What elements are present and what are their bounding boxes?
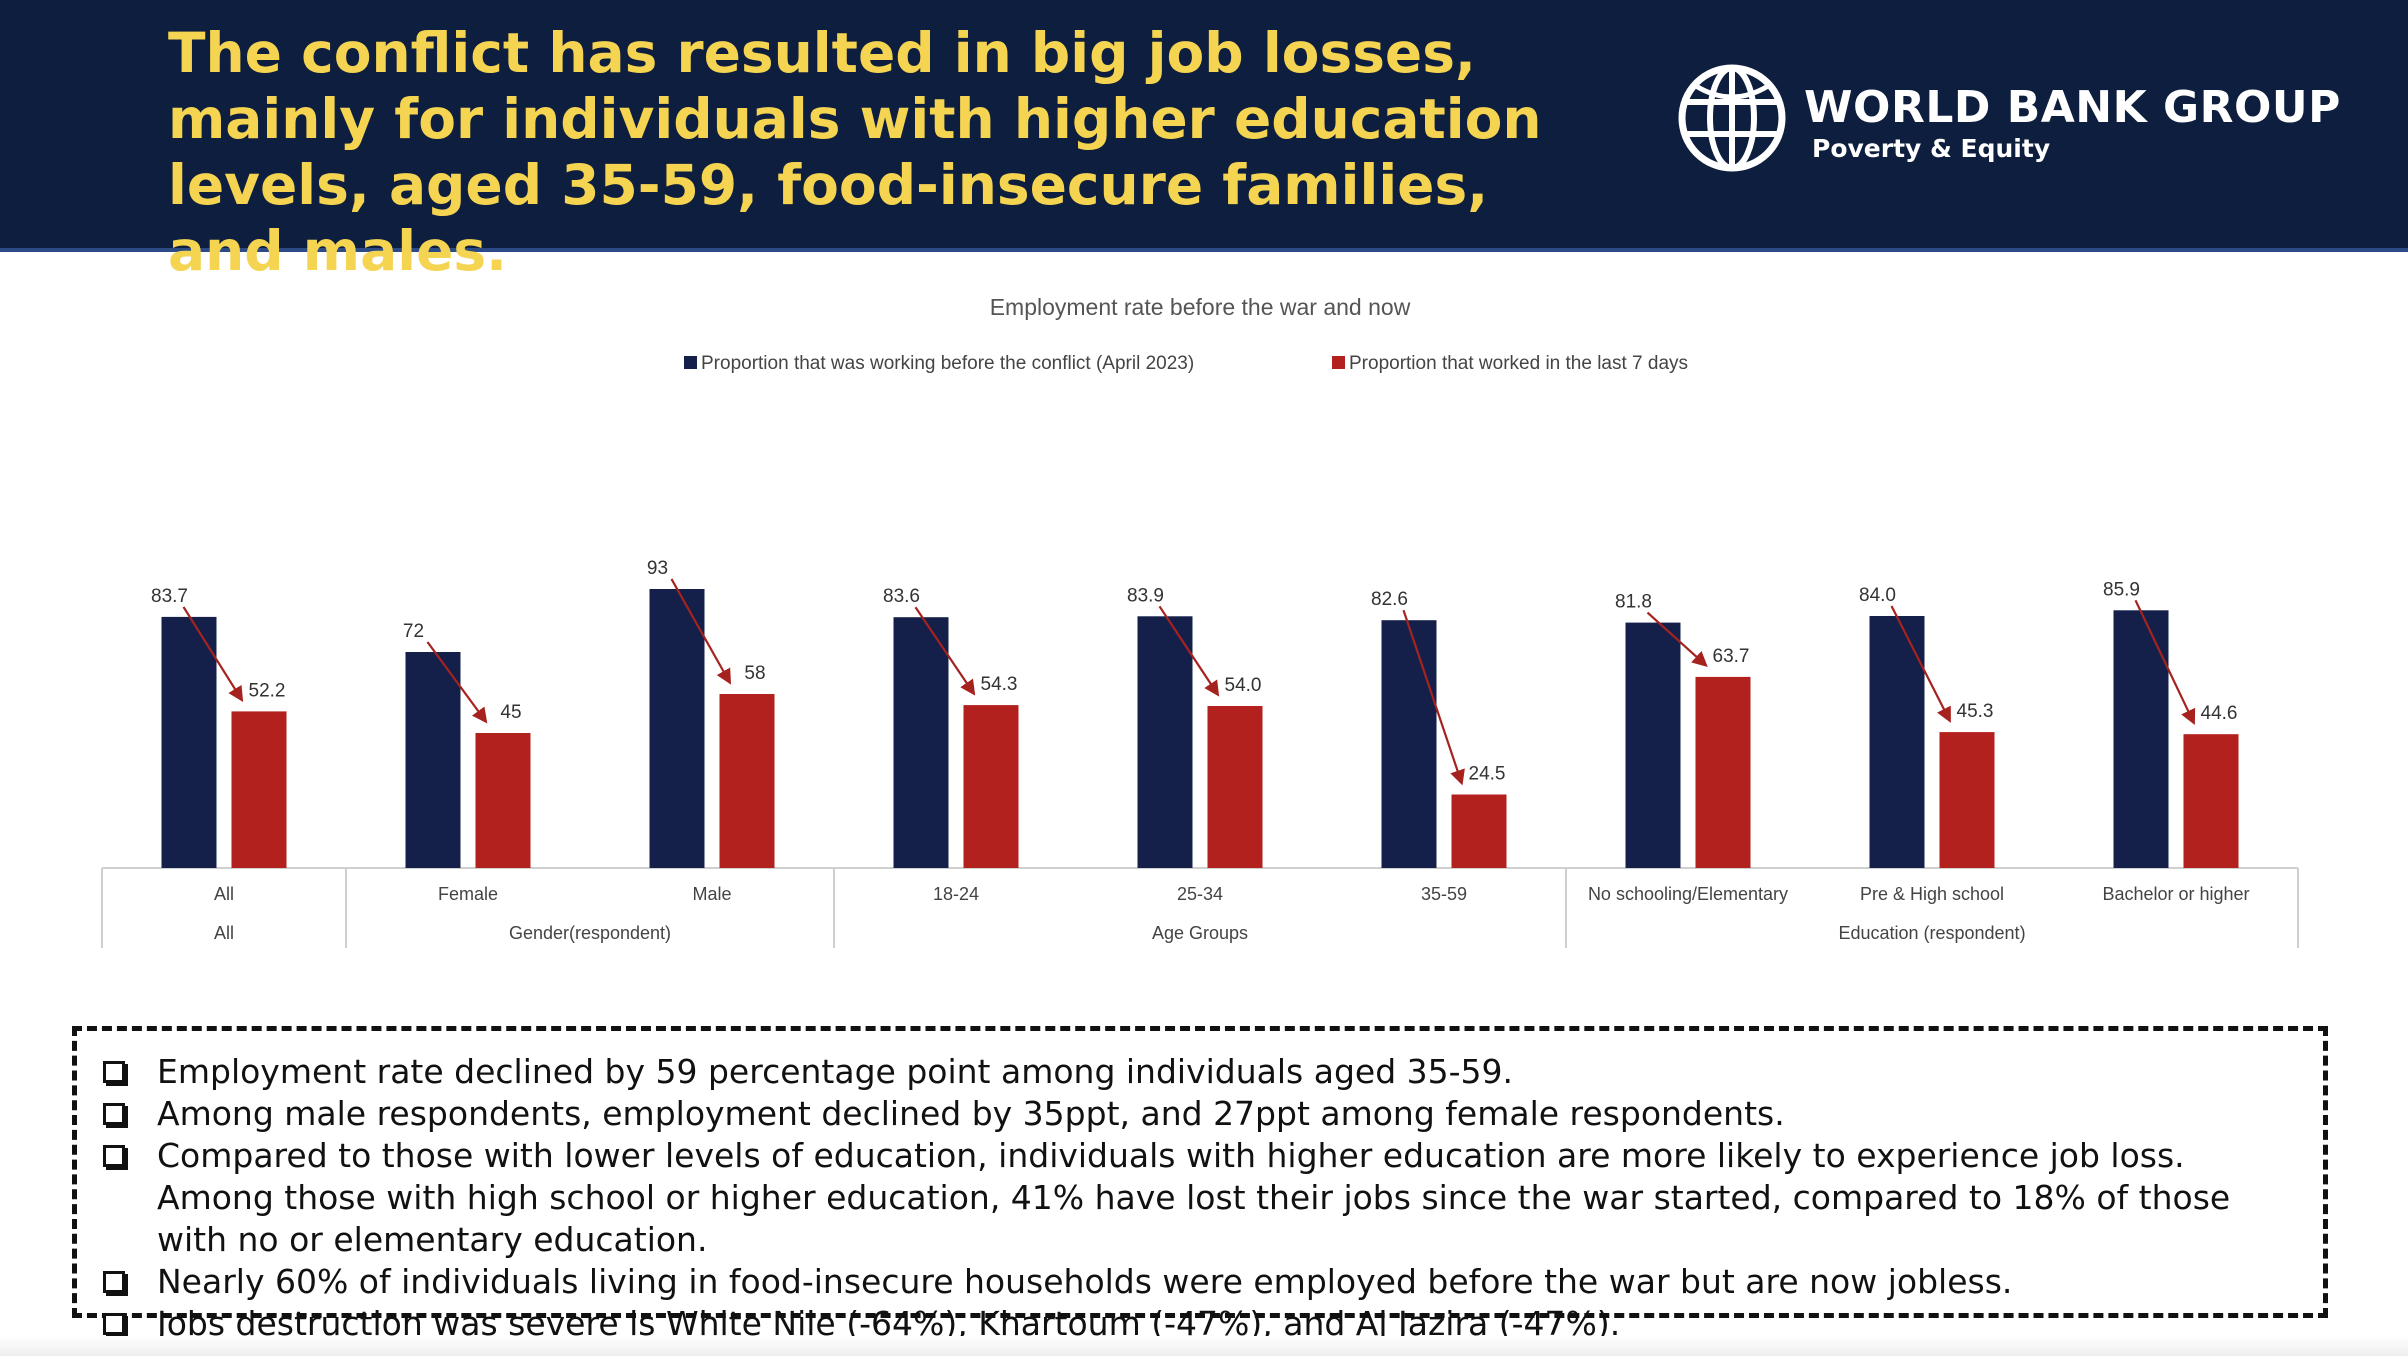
- change-arrow: [914, 606, 976, 696]
- data-label-now: 63.7: [1713, 646, 1750, 667]
- checkbox-icon: [103, 1145, 125, 1167]
- x-tick-label: Male: [692, 884, 731, 904]
- bars: [161, 589, 2239, 868]
- bar-now: [1451, 794, 1507, 868]
- finding-text: Employment rate declined by 59 percentag…: [157, 1052, 1514, 1091]
- world-bank-logo: WORLD BANK GROUP Poverty & Equity: [1676, 62, 2340, 182]
- change-arrow: [182, 606, 244, 703]
- data-label-before: 93: [647, 558, 668, 579]
- data-label-now: 44.6: [2201, 703, 2238, 724]
- bar-before: [893, 617, 949, 868]
- bar-before: [2113, 610, 2169, 868]
- bar-before: [405, 652, 461, 868]
- legend-label-before: Proportion that was working before the c…: [701, 353, 1194, 374]
- change-arrow: [1890, 605, 1951, 723]
- bar-now: [1207, 706, 1263, 868]
- data-label-before: 83.9: [1127, 585, 1164, 606]
- slide-footer-bar: [0, 1336, 2408, 1356]
- x-group-label: All: [214, 923, 234, 943]
- checkbox-icon: [103, 1271, 125, 1293]
- data-label-now: 52.2: [249, 680, 286, 701]
- data-label-now: 24.5: [1469, 764, 1506, 785]
- data-label-before: 84.0: [1859, 585, 1896, 606]
- data-label-before: 83.6: [883, 586, 920, 607]
- checkbox-icon: [103, 1103, 125, 1125]
- bar-before: [161, 616, 217, 868]
- bar-before: [1381, 620, 1437, 868]
- data-label-now: 58: [744, 663, 765, 684]
- bar-before: [1625, 622, 1681, 868]
- change-arrow: [1646, 611, 1708, 667]
- x-tick-label: 25-34: [1177, 884, 1223, 904]
- logo-name: WORLD BANK GROUP: [1804, 82, 2341, 133]
- bar-now: [963, 705, 1019, 868]
- x-tick-label: All: [214, 884, 234, 904]
- bar-now: [719, 694, 775, 868]
- change-arrow: [1402, 609, 1465, 786]
- x-group-label: Gender(respondent): [509, 923, 671, 943]
- page-title: The conflict has resulted in big job los…: [168, 21, 1542, 283]
- bar-now: [2183, 734, 2239, 868]
- key-findings-box: Employment rate declined by 59 percentag…: [72, 1026, 2328, 1343]
- data-labels: 83.7 52.2 72 45 93 58 83.6 54.3 83.9 54.0 82.6 24.5…: [151, 558, 2237, 785]
- data-label-now: 45: [500, 702, 521, 723]
- category-axis: All Female Male 18-24 25-34 35-59 No schooling…: [101, 867, 2299, 948]
- finding-item: Among male respondents, employment decli…: [95, 1093, 2305, 1135]
- x-tick-label: Female: [438, 884, 498, 904]
- finding-item: Nearly 60% of individuals living in food…: [95, 1261, 2305, 1303]
- x-group-label: Education (respondent): [1838, 923, 2025, 943]
- x-tick-label: No schooling/Elementary: [1588, 884, 1788, 904]
- logo-subtitle: Poverty & Equity: [1812, 134, 2051, 163]
- bar-now: [1695, 676, 1751, 868]
- x-group-label: Age Groups: [1152, 923, 1248, 943]
- data-label-before: 81.8: [1615, 592, 1652, 613]
- finding-item: Employment rate declined by 59 percentag…: [95, 1051, 2305, 1093]
- bar-now: [475, 733, 531, 868]
- data-label-before: 85.9: [2103, 579, 2140, 600]
- change-arrow: [426, 641, 488, 724]
- change-arrow: [670, 578, 732, 685]
- data-label-before: 72: [403, 621, 424, 642]
- employment-chart: Employment rate before the war and now P…: [101, 294, 2299, 948]
- finding-text: Compared to those with lower levels of e…: [157, 1136, 2231, 1259]
- data-label-now: 45.3: [1957, 701, 1994, 722]
- data-label-before: 83.7: [151, 586, 188, 607]
- finding-text: Among male respondents, employment decli…: [157, 1094, 1785, 1133]
- x-tick-label: 18-24: [933, 884, 979, 904]
- bar-before: [649, 589, 705, 868]
- chart-title: Employment rate before the war and now: [990, 294, 1411, 320]
- x-tick-label: Pre & High school: [1860, 884, 2004, 904]
- checkbox-icon: [103, 1061, 125, 1083]
- x-tick-label: Bachelor or higher: [2102, 884, 2249, 904]
- x-tick-label: 35-59: [1421, 884, 1467, 904]
- data-label-before: 82.6: [1371, 589, 1408, 610]
- bar-now: [231, 711, 287, 868]
- globe-icon: [1678, 64, 1786, 172]
- header-banner: The conflict has resulted in big job los…: [0, 0, 2408, 283]
- bar-before: [1137, 616, 1193, 868]
- finding-text: Nearly 60% of individuals living in food…: [157, 1262, 2013, 1301]
- bar-before: [1869, 616, 1925, 868]
- legend-swatch-before: [684, 356, 697, 369]
- finding-item: Compared to those with lower levels of e…: [95, 1135, 2305, 1261]
- change-arrow: [2134, 599, 2196, 725]
- bar-now: [1939, 732, 1995, 868]
- legend-swatch-now: [1332, 356, 1345, 369]
- legend-label-now: Proportion that worked in the last 7 day…: [1349, 353, 1688, 374]
- data-label-now: 54.3: [981, 674, 1018, 695]
- change-arrow: [1158, 605, 1220, 697]
- chart-legend: Proportion that was working before the c…: [684, 353, 1688, 374]
- checkbox-icon: [103, 1313, 125, 1335]
- change-arrows: [182, 578, 2196, 786]
- data-label-now: 54.0: [1225, 675, 1262, 696]
